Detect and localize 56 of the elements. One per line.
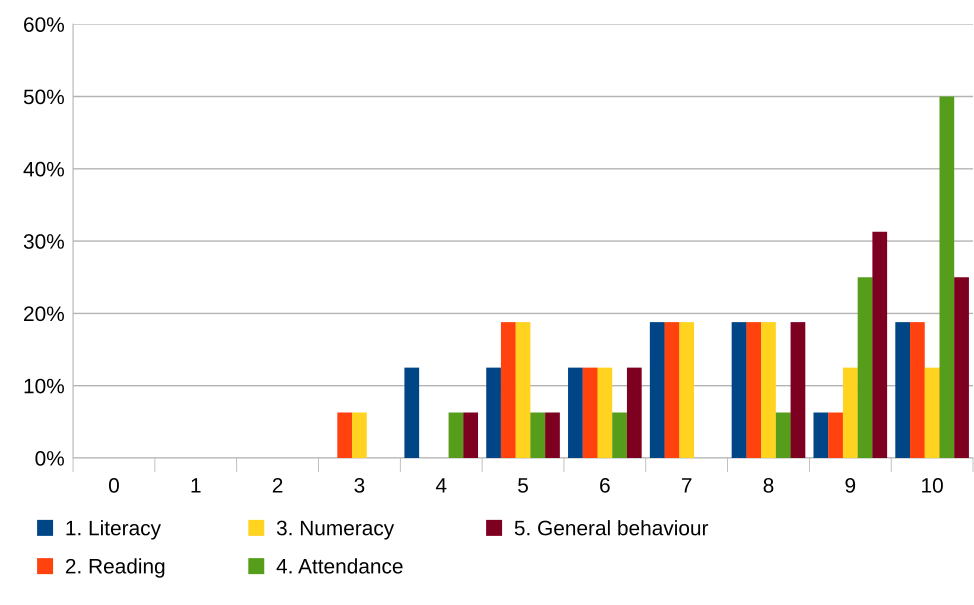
bar	[790, 322, 806, 458]
bar	[954, 277, 969, 458]
x-tick-label: 6	[600, 478, 610, 493]
y-tick-label: 40%	[24, 162, 64, 177]
bar	[924, 368, 940, 458]
x-tick-label: 1	[192, 478, 201, 493]
x-tick-label: 9	[845, 478, 856, 493]
bar	[746, 322, 762, 458]
x-tick-label: 2	[272, 478, 282, 493]
legend-label: 4. Attendance	[276, 558, 403, 574]
bar	[939, 96, 954, 458]
bar	[597, 368, 612, 458]
y-tick-label: 0%	[35, 450, 64, 466]
bar	[761, 322, 776, 458]
bar	[828, 412, 843, 458]
bar	[463, 412, 478, 458]
legend-label: 2. Reading	[66, 558, 164, 578]
y-tick-label: 20%	[24, 306, 64, 322]
legend-label: 5. General behaviour	[514, 520, 708, 536]
x-tick-label: 10	[922, 478, 943, 493]
bar	[664, 322, 680, 458]
bar	[448, 412, 464, 458]
bar	[516, 322, 530, 458]
bar	[582, 368, 598, 458]
x-tick-label: 7	[682, 478, 692, 493]
x-tick-label: 5	[518, 478, 528, 493]
bar	[530, 412, 546, 458]
x-tick-label: 0	[108, 478, 119, 493]
x-tick-label: 3	[354, 478, 364, 493]
bar	[872, 232, 888, 458]
bar	[858, 277, 872, 458]
bar	[568, 368, 583, 458]
y-tick-label: 50%	[24, 90, 64, 104]
bar	[500, 322, 516, 458]
y-tick-label: 30%	[24, 234, 64, 249]
bar	[626, 368, 642, 458]
bar	[612, 412, 627, 458]
x-tick-label: 8	[764, 478, 774, 493]
bar	[842, 368, 858, 458]
bar	[679, 322, 694, 458]
y-tick-label: 10%	[24, 378, 64, 394]
bar	[813, 412, 828, 458]
bar	[545, 412, 560, 458]
x-tick-label: 4	[436, 478, 446, 493]
bar	[337, 412, 352, 458]
bar	[910, 322, 925, 458]
bar	[895, 322, 910, 458]
bar	[486, 368, 501, 458]
bar	[776, 412, 791, 458]
bar	[352, 412, 367, 458]
y-tick-label: 60%	[24, 17, 64, 32]
bar	[650, 322, 665, 458]
bar	[404, 368, 420, 458]
legend-label: 1. Literacy	[66, 520, 161, 540]
legend-label: 3. Numeracy	[276, 520, 394, 540]
bar	[732, 322, 746, 458]
